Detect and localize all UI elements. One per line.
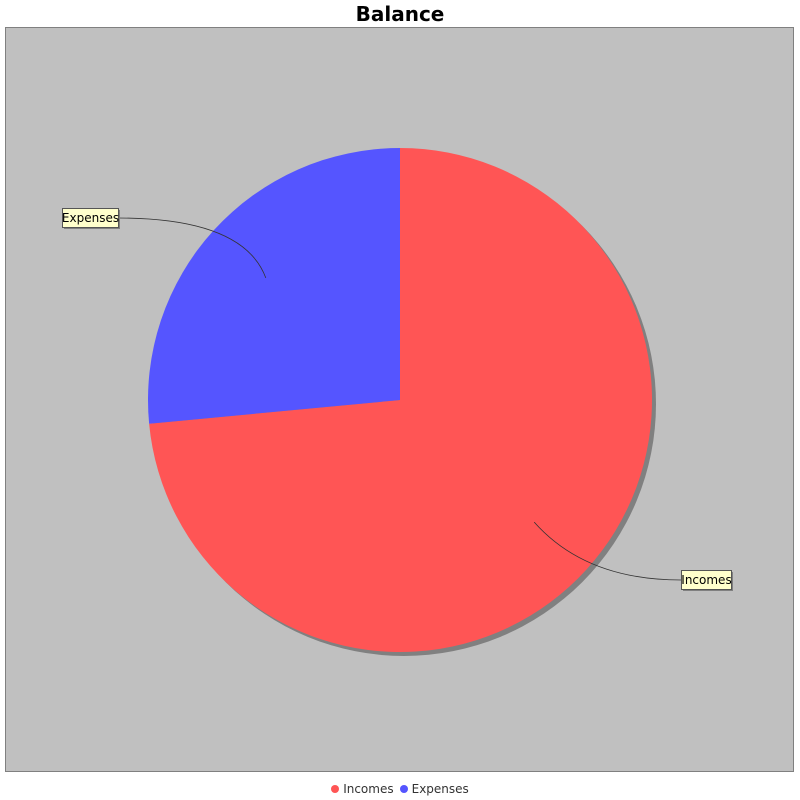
label-connector-expenses xyxy=(117,217,267,279)
legend-item-expenses[interactable]: Expenses xyxy=(399,782,469,796)
label-box-expenses xyxy=(62,208,119,228)
data-label-expenses: Expenses xyxy=(62,211,119,225)
legend-swatch-expenses xyxy=(399,785,408,793)
slices-layer xyxy=(147,147,656,656)
label-box-incomes xyxy=(681,570,732,590)
pie-slice-expenses[interactable] xyxy=(147,147,400,424)
legend-swatch-incomes xyxy=(331,785,340,793)
data-label-incomes: Incomes xyxy=(681,573,731,587)
legend-label-expenses: Expenses xyxy=(411,782,469,796)
pie-slice-incomes[interactable] xyxy=(149,148,652,652)
legend-item-incomes[interactable]: Incomes xyxy=(331,782,394,796)
legend: Incomes Expenses xyxy=(0,780,800,798)
chart-title: Balance xyxy=(355,2,445,26)
legend-label-incomes: Incomes xyxy=(343,782,394,796)
labels-layer: Expenses Incomes xyxy=(62,208,733,591)
label-connector-incomes xyxy=(533,521,682,581)
